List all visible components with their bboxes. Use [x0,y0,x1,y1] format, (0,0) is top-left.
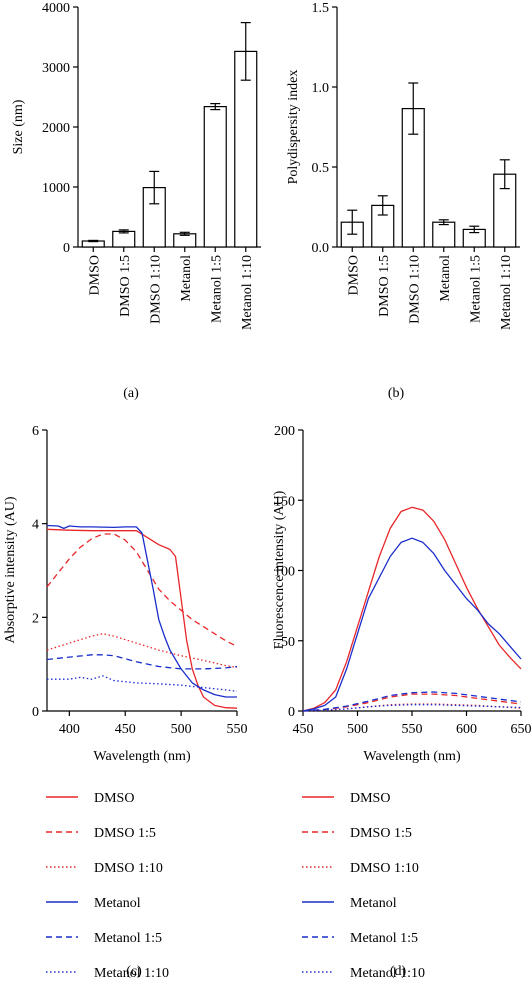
x-tick-label: DMSO [346,255,361,295]
chart-panel-d: 0 50 100 150 200 Fluorescence intensity (AU) 4… [272,424,532,981]
legend-label: Metanol [350,896,397,911]
x-tick-label: 500 [171,722,192,737]
x-tick-label: DMSO 1:5 [118,255,133,317]
x-tick-label: 550 [227,722,248,737]
bar [203,105,227,248]
x-tick-label: Metanol 1:5 [468,255,483,323]
series-line [302,693,522,712]
bar [432,221,456,248]
y-tick-label: 0.0 [312,241,330,256]
x-tick-label: DMSO [87,255,102,295]
y-tick-label: 0 [288,705,295,720]
y-tick-label: 3000 [42,61,70,76]
y-tick-label: 2 [32,611,39,626]
x-tick-label: 450 [293,722,314,737]
y-axis-label: Polydispersity index [286,70,301,185]
series-line [46,633,238,669]
x-tick-label: Metanol 1:5 [209,255,224,323]
x-tick-label: 450 [115,722,136,737]
x-tick-label: DMSO 1:10 [407,255,422,324]
legend-label: DMSO 1:5 [94,826,156,841]
series-line [46,528,238,709]
x-tick-label: 600 [456,722,477,737]
legend-label: DMSO 1:5 [350,826,412,841]
y-tick-label: 150 [274,494,295,509]
y-tick-label: 0 [63,241,70,256]
x-tick-label: Metanol [179,255,194,302]
panel-caption: (d) [390,964,407,979]
y-axis-label: Size (nm) [11,99,26,154]
x-tick-label: DMSO 1:5 [377,255,392,317]
y-tick-label: 6 [32,424,39,439]
chart-panel-c: 0 2 4 6 Absorptive intensity (AU) 400 450 500 55… [3,424,248,981]
y-tick-label: 50 [281,635,295,650]
legend-label: Metanol 1:5 [94,931,162,946]
legend-label: Metanol 1:10 [350,966,425,981]
y-tick-label: 1000 [42,181,70,196]
series-line [47,675,238,692]
series-line [302,506,522,712]
series-line [302,537,522,712]
y-tick-label: 0.5 [312,161,330,176]
x-tick-label: 400 [59,722,80,737]
legend-label: DMSO [350,791,390,806]
x-axis-label: Wavelength (nm) [363,749,461,764]
series-line [46,654,238,670]
series-line [302,704,522,712]
x-tick-label: 650 [511,722,532,737]
bar [112,230,136,248]
panel-caption: (c) [126,964,142,979]
legend-label: Metanol 1:5 [350,931,418,946]
x-tick-label: DMSO 1:10 [148,255,163,324]
y-tick-label: 1.0 [312,81,330,96]
panel-caption: (b) [388,386,405,401]
x-tick-label: Metanol 1:10 [240,255,255,330]
legend-label: DMSO 1:10 [350,861,419,876]
x-tick-label: 500 [347,722,368,737]
y-axis-label: Fluorescence intensity (AU) [272,490,287,649]
y-tick-label: 4000 [42,1,70,16]
y-tick-label: 1.5 [312,1,330,16]
y-tick-label: 2000 [42,121,70,136]
x-tick-label: Metanol [438,255,453,302]
series-line [302,691,522,712]
y-tick-label: 0 [32,705,39,720]
x-tick-label: Metanol 1:10 [499,255,514,330]
chart-panel-b: 0.0 0.5 1.0 1.5 Polydispersity index DMSO DMSO… [286,1,520,401]
y-axis-label: Absorptive intensity (AU) [3,496,18,643]
y-tick-label: 4 [32,518,39,533]
legend-label: Metanol 1:10 [94,966,169,981]
legend-label: DMSO [94,791,134,806]
legend-label: DMSO 1:10 [94,861,163,876]
series-line [46,533,238,647]
panel-caption: (a) [123,386,139,401]
chart-panel-a: 0 1000 2000 3000 4000 Size (nm) DMSO DMSO 1:5 DM… [11,1,261,401]
legend-label: Metanol [94,896,141,911]
x-axis-label: Wavelength (nm) [93,749,191,764]
y-tick-label: 200 [274,424,295,439]
series-line [46,524,237,698]
y-tick-label: 100 [274,565,295,580]
x-tick-label: 550 [402,722,423,737]
